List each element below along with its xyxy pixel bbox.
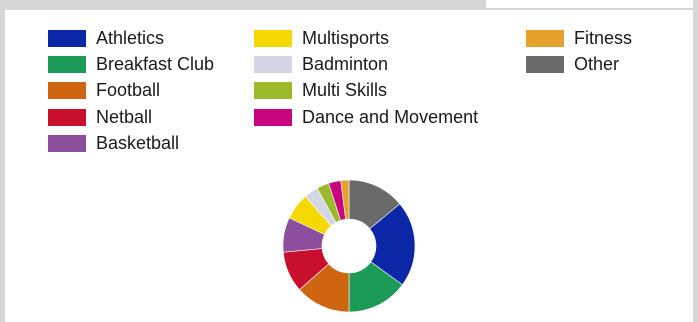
legend-label: Other bbox=[574, 54, 620, 74]
legend-label: Multisports bbox=[302, 28, 390, 48]
legend-label: Netball bbox=[96, 107, 153, 127]
legend-item-netball: Netball bbox=[48, 106, 152, 128]
legend-item-multisports: Multisports bbox=[254, 27, 389, 49]
legend-label: Basketball bbox=[96, 133, 180, 153]
legend-label: Athletics bbox=[96, 28, 165, 48]
legend-item-football: Football bbox=[48, 79, 160, 101]
legend-label: Football bbox=[96, 80, 161, 100]
legend-item-dance-and-movement: Dance and Movement bbox=[254, 106, 478, 128]
legend-item-fitness: Fitness bbox=[526, 27, 632, 49]
legend-swatch bbox=[254, 81, 292, 99]
legend-swatch bbox=[254, 55, 292, 73]
legend-label: Dance and Movement bbox=[302, 107, 479, 127]
legend-swatch bbox=[48, 108, 86, 126]
top-border-bar bbox=[0, 0, 486, 10]
legend-swatch bbox=[526, 55, 564, 73]
legend-swatch bbox=[48, 55, 86, 73]
legend-swatch bbox=[254, 108, 292, 126]
legend-swatch bbox=[48, 134, 86, 152]
top-border-line bbox=[486, 8, 698, 10]
legend-item-other: Other bbox=[526, 53, 619, 75]
pie-slice-fitness bbox=[340, 179, 350, 220]
legend-label: Fitness bbox=[574, 28, 633, 48]
legend-label: Badminton bbox=[302, 54, 389, 74]
legend-item-multi-skills: Multi Skills bbox=[254, 79, 387, 101]
legend-item-breakfast-club: Breakfast Club bbox=[48, 53, 214, 75]
legend-swatch bbox=[254, 29, 292, 47]
legend-swatch bbox=[48, 81, 86, 99]
legend-item-badminton: Badminton bbox=[254, 53, 388, 75]
legend-item-basketball: Basketball bbox=[48, 132, 179, 154]
legend-label: Breakfast Club bbox=[96, 54, 215, 74]
legend-swatch bbox=[48, 29, 86, 47]
legend-label: Multi Skills bbox=[302, 80, 388, 100]
legend-swatch bbox=[526, 29, 564, 47]
legend-item-athletics: Athletics bbox=[48, 27, 164, 49]
